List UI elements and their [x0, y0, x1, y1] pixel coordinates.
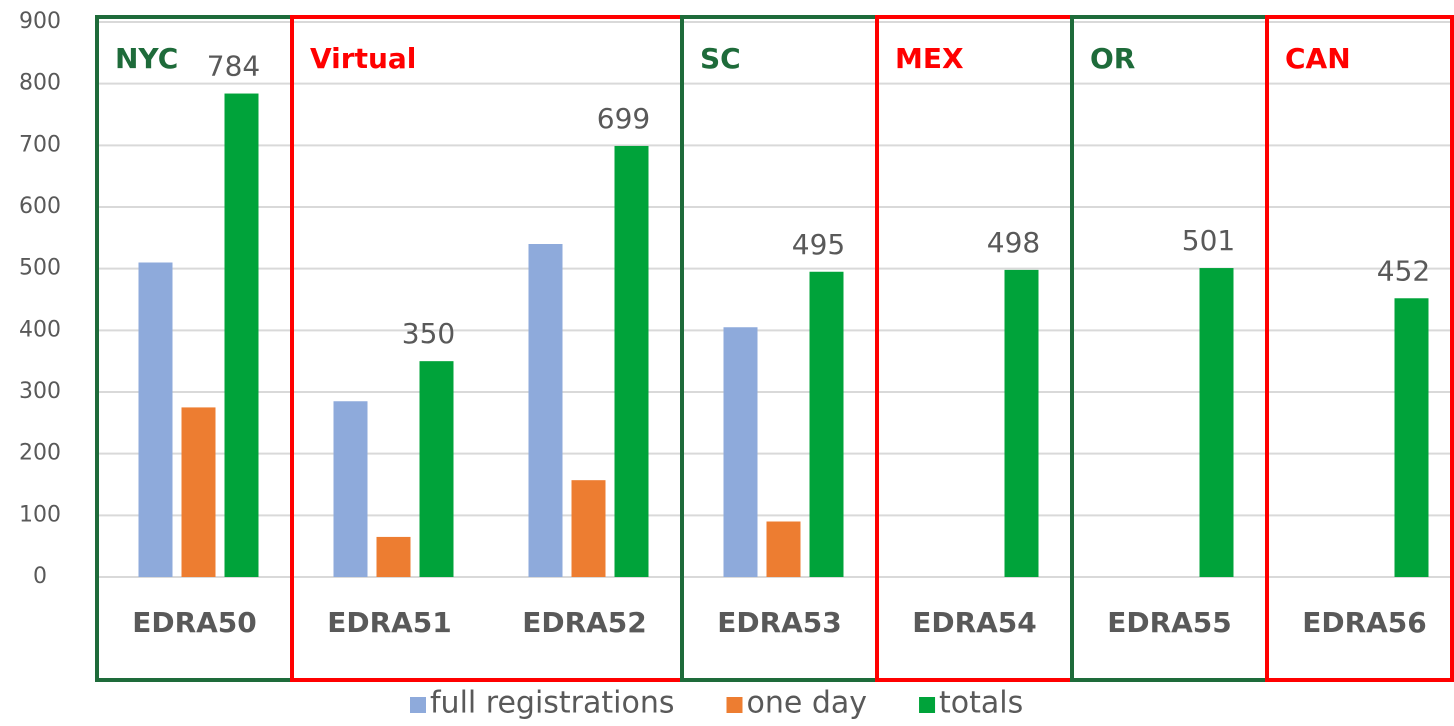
bar [766, 521, 801, 577]
value-label: 452 [1377, 254, 1430, 287]
y-tick-label: 700 [19, 132, 61, 157]
legend-swatch [410, 697, 426, 713]
legend-label: totals [939, 686, 1023, 721]
x-tick-label: EDRA52 [522, 606, 647, 639]
bar [614, 145, 649, 577]
y-tick-label: 300 [19, 379, 61, 404]
region-label: SC [700, 42, 741, 75]
bar [809, 271, 844, 577]
x-tick-label: EDRA54 [912, 606, 1037, 639]
x-tick-label: EDRA56 [1302, 606, 1427, 639]
y-tick-label: 100 [19, 502, 61, 527]
bar [723, 327, 758, 577]
value-label: 501 [1182, 224, 1235, 257]
region-box [1070, 15, 1269, 682]
y-tick-label: 900 [19, 9, 61, 34]
y-tick-label: 600 [19, 194, 61, 219]
region-box [1265, 15, 1454, 682]
y-tick-label: 500 [19, 256, 61, 281]
region-label: MEX [895, 42, 964, 75]
x-tick-label: EDRA51 [327, 606, 452, 639]
region-label: CAN [1285, 42, 1351, 75]
region-box [95, 15, 294, 682]
x-tick-label: EDRA53 [717, 606, 842, 639]
bar [1004, 269, 1039, 577]
bar [138, 262, 173, 577]
y-tick-label: 200 [19, 441, 61, 466]
region-box [680, 15, 879, 682]
value-label: 350 [402, 317, 455, 350]
legend-label: one day [747, 686, 868, 721]
y-tick-label: 0 [33, 564, 47, 589]
region-label: NYC [115, 42, 178, 75]
value-label: 699 [597, 102, 650, 135]
legend-label: full registrations [430, 686, 675, 721]
bar [181, 407, 216, 577]
value-label: 495 [792, 228, 845, 261]
value-label: 498 [987, 226, 1040, 259]
region-label: OR [1090, 42, 1135, 75]
x-tick-label: EDRA55 [1107, 606, 1232, 639]
value-label: 784 [207, 50, 260, 83]
bar [419, 361, 454, 577]
bar [224, 93, 259, 578]
bar [528, 244, 563, 577]
bar [571, 480, 606, 577]
bar [376, 536, 411, 577]
legend-swatch [919, 697, 936, 713]
x-tick-label: EDRA50 [132, 606, 257, 639]
region-label: Virtual [310, 42, 416, 75]
bar [333, 401, 368, 577]
bar [1199, 268, 1234, 577]
y-tick-label: 400 [19, 317, 61, 342]
legend-swatch [726, 697, 743, 713]
y-tick-label: 800 [19, 71, 61, 96]
bar [1394, 298, 1429, 577]
region-box [875, 15, 1074, 682]
